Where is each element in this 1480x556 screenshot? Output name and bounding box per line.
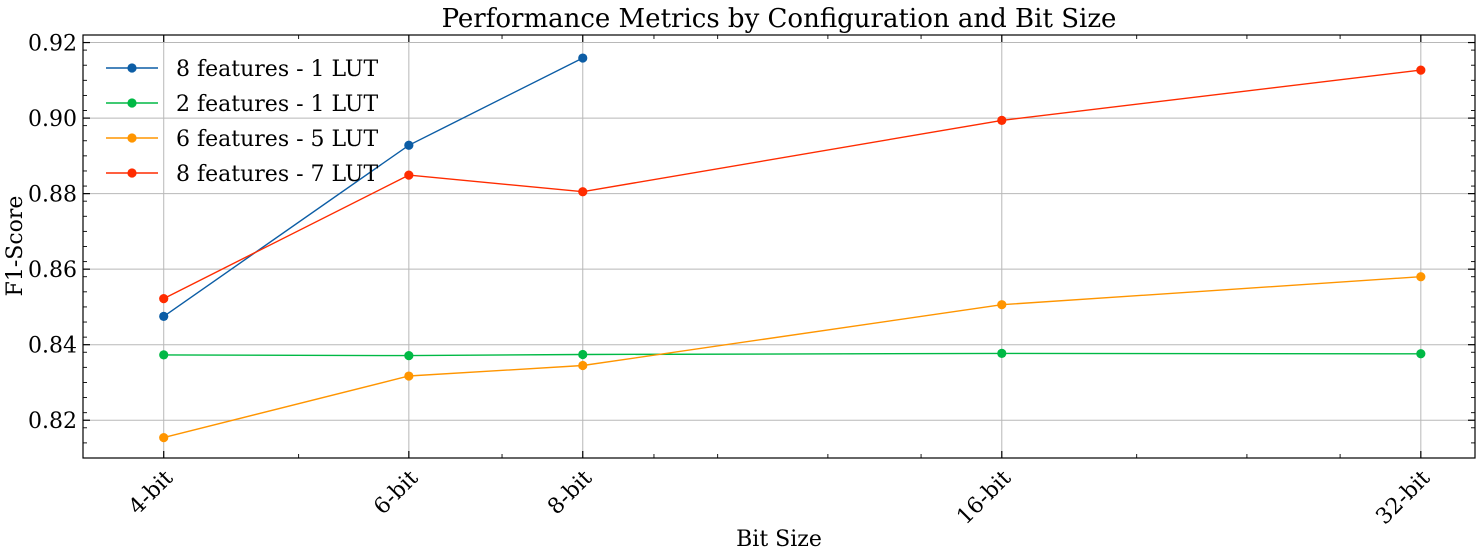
series-line [163, 276, 1421, 439]
legend-item: 6 features - 5 LUT [106, 127, 378, 152]
legend: 8 features - 1 LUT 2 features - 1 LUT 6 fe… [106, 57, 378, 187]
plot-frame [82, 34, 1476, 459]
legend-marker [127, 168, 137, 178]
x-tick-label: 6-bit [369, 466, 423, 520]
y-axis-label: F1-Score [3, 196, 28, 297]
data-point [404, 140, 414, 150]
series-4 [159, 65, 1426, 304]
legend-item: 2 features - 1 LUT [106, 92, 378, 117]
x-tick-labels: 4-bit 6-bit 8-bit 16-bit 32-bit [124, 466, 1435, 530]
data-point [578, 53, 588, 63]
data-point [1416, 65, 1426, 75]
y-tick-label: 0.82 [28, 409, 77, 434]
axis-ticks [83, 34, 1475, 459]
y-tick-label: 0.88 [28, 183, 77, 208]
series-3 [159, 272, 1426, 443]
legend-marker [127, 63, 137, 73]
data-point [404, 371, 414, 381]
x-tick-label: 8-bit [543, 466, 597, 520]
data-point [1416, 272, 1426, 282]
data-point [159, 294, 169, 304]
data-point [997, 300, 1007, 310]
y-tick-label: 0.84 [28, 334, 77, 359]
data-point [578, 349, 588, 360]
legend-label: 6 features - 5 LUT [176, 127, 378, 152]
legend-marker [127, 98, 137, 108]
y-tick-label: 0.90 [28, 107, 77, 132]
x-tick-label: 4-bit [124, 466, 178, 520]
y-tick-label: 0.92 [28, 32, 77, 57]
series-lines [159, 53, 1426, 443]
y-tick-label: 0.86 [28, 258, 77, 283]
chart-title: Performance Metrics by Configuration and… [442, 4, 1117, 34]
data-point [578, 360, 588, 371]
data-point [159, 350, 169, 360]
legend-label: 8 features - 7 LUT [176, 162, 378, 187]
data-point [159, 311, 169, 321]
data-point [404, 170, 414, 180]
legend-label: 2 features - 1 LUT [176, 92, 378, 117]
data-point [997, 348, 1007, 358]
y-tick-labels: 0.82 0.84 0.86 0.88 0.90 0.92 [28, 32, 77, 435]
data-point [159, 433, 169, 443]
series-line [163, 352, 1421, 357]
data-point [404, 351, 414, 361]
series-1 [159, 53, 588, 321]
grid [83, 35, 1475, 458]
data-point [997, 115, 1007, 125]
x-tick-label: 32-bit [1371, 466, 1435, 530]
legend-item: 8 features - 7 LUT [106, 162, 378, 187]
data-point [1416, 349, 1426, 359]
x-tick-label: 16-bit [952, 466, 1016, 530]
legend-marker [127, 133, 137, 143]
legend-label: 8 features - 1 LUT [176, 57, 378, 82]
series-2 [159, 348, 1426, 361]
data-point [578, 187, 588, 197]
legend-item: 8 features - 1 LUT [106, 57, 378, 82]
x-axis-label: Bit Size [736, 527, 822, 552]
